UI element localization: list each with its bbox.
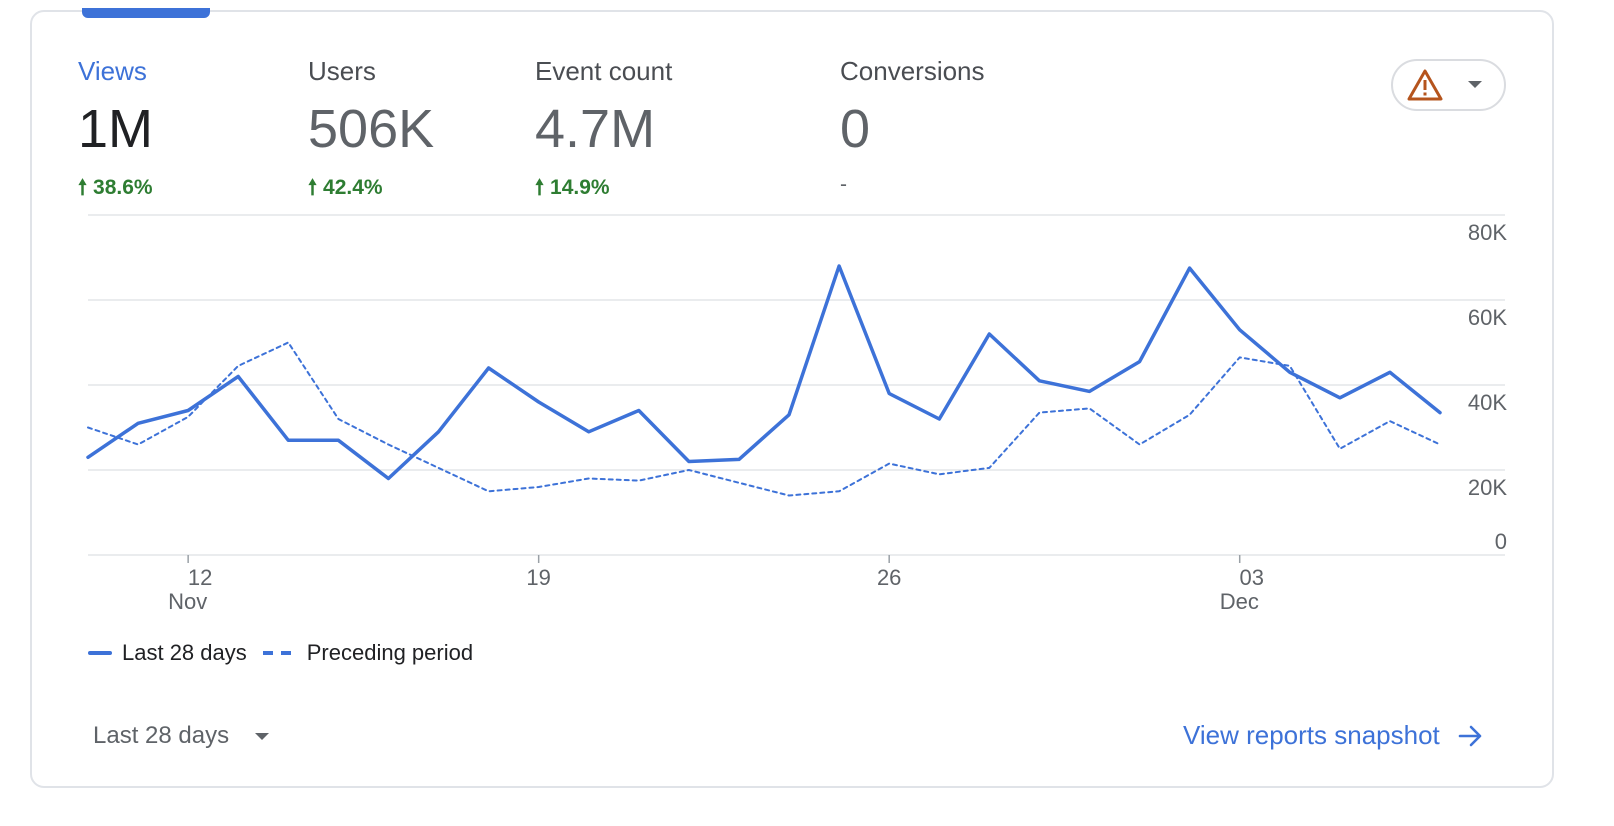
arrow-up-icon: 🠕 <box>535 176 545 199</box>
legend-label: Preceding period <box>306 640 474 665</box>
metric-value: 0 <box>840 99 871 159</box>
grid-lines <box>88 214 1505 556</box>
metric-views[interactable]: Views 1M 🠕 38.6% <box>78 56 153 208</box>
y-tick-label: 20K <box>1468 475 1507 500</box>
caret-down-icon <box>255 732 270 740</box>
arrow-right-icon <box>1458 725 1482 746</box>
y-tick-label: 80K <box>1468 220 1507 245</box>
y-tick-label: 0 <box>1495 529 1507 554</box>
metric-value: 4.7M <box>535 99 656 159</box>
metric-change: 🠕 14.9% <box>535 173 672 208</box>
metric-label: Users <box>308 56 376 86</box>
series-line-preceding-period <box>87 341 1441 497</box>
metric-value: 1M <box>78 99 154 159</box>
x-tick-label: 19 <box>526 565 550 590</box>
x-tick-label: 12 <box>188 565 212 590</box>
overview-card <box>30 10 1554 788</box>
legend-label: Last 28 days <box>122 640 247 665</box>
active-tab-indicator <box>82 8 210 18</box>
x-tick-label: 03 <box>1239 565 1263 590</box>
chart-legend: Last 28 days Preceding period <box>88 640 489 666</box>
series-line-last-28-days <box>86 264 1442 481</box>
series <box>86 264 1442 497</box>
metric-event-count[interactable]: Event count 4.7M 🠕 14.9% <box>535 56 672 208</box>
y-axis: 0 20K 40K 60K 80K <box>1468 220 1507 554</box>
x-tick-month: Dec <box>1220 589 1259 614</box>
warning-icon <box>1407 69 1443 101</box>
metric-value: 506K <box>308 99 435 159</box>
metric-change: 🠕 38.6% <box>78 173 153 208</box>
arrow-up-icon: 🠕 <box>308 176 318 199</box>
solid-line-swatch <box>88 651 112 655</box>
metric-label: Views <box>78 56 147 86</box>
metric-conversions[interactable]: Conversions 0 - <box>840 56 985 197</box>
date-range-label: Last 28 days <box>93 722 230 749</box>
x-tick-month: Nov <box>168 589 207 614</box>
view-reports-snapshot-link[interactable]: View reports snapshot <box>1183 720 1484 751</box>
y-tick-label: 60K <box>1468 305 1507 330</box>
x-tick-label: 26 <box>877 565 901 590</box>
legend-item-preceding-period: Preceding period <box>262 640 474 666</box>
metric-label: Conversions <box>840 56 985 86</box>
caret-down-icon <box>1468 81 1482 88</box>
legend-item-last-28-days: Last 28 days <box>88 640 247 666</box>
arrow-up-icon: 🠕 <box>78 176 88 199</box>
y-tick-label: 40K <box>1468 390 1507 415</box>
metric-label: Event count <box>535 56 673 86</box>
metric-change: - <box>840 173 847 196</box>
metric-users[interactable]: Users 506K 🠕 42.4% <box>308 56 434 208</box>
date-range-dropdown[interactable]: Last 28 days <box>93 722 270 750</box>
dashed-line-swatch <box>262 651 293 655</box>
alert-dropdown-button[interactable] <box>1391 59 1506 111</box>
metric-change: 🠕 42.4% <box>308 173 434 208</box>
view-link-label: View reports snapshot <box>1183 720 1440 750</box>
